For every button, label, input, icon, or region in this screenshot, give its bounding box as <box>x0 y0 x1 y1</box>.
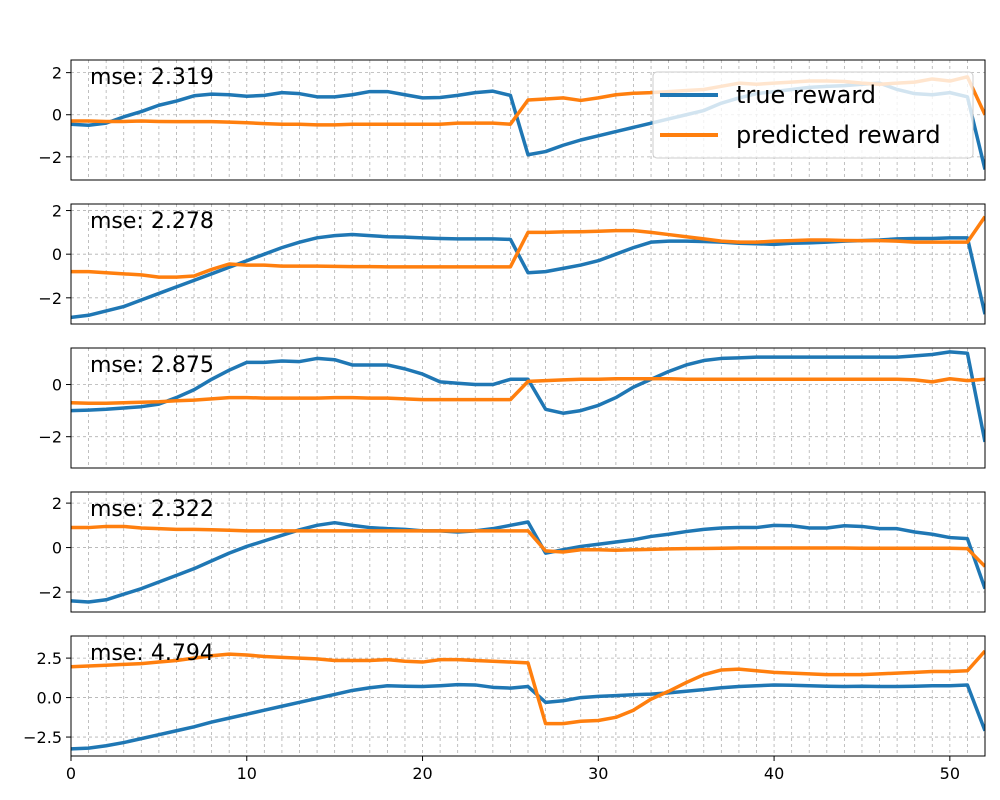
y-tick-label: 2 <box>52 202 62 221</box>
panel-3: −2 0 mse: 2.875 <box>38 347 986 469</box>
series-line-predicted-reward <box>71 524 985 568</box>
series-line-predicted-reward <box>71 377 985 406</box>
y-tick-label: 2 <box>52 64 62 83</box>
y-tick-label: −2 <box>38 289 62 308</box>
series-line-true-reward <box>71 350 985 443</box>
y-tick-label: 2.5 <box>37 649 62 668</box>
panel-5: −2.5 0.0 2.5 mse: 4.794 <box>23 635 986 757</box>
mse-annotation: mse: 4.794 <box>90 641 214 666</box>
y-tick-label: −2 <box>38 148 62 167</box>
x-tick-label: 50 <box>940 764 960 783</box>
mse-annotation: mse: 2.875 <box>90 353 214 378</box>
x-tick-label: 20 <box>412 764 432 783</box>
axes-frame <box>70 347 986 469</box>
x-tick-label: 30 <box>588 764 608 783</box>
y-tick-label: 0 <box>52 539 62 558</box>
y-tick-label: 0 <box>52 376 62 395</box>
y-tick-label: −2.5 <box>23 728 62 747</box>
mse-annotation: mse: 2.319 <box>90 65 214 90</box>
series-line-true-reward <box>71 520 985 604</box>
x-tick-label: 10 <box>237 764 257 783</box>
y-tick-label: 0 <box>52 245 62 264</box>
legend-label: predicted reward <box>736 121 941 149</box>
series-line-predicted-reward <box>71 649 985 726</box>
mse-annotation: mse: 2.322 <box>90 497 214 522</box>
x-tick-label: 40 <box>764 764 784 783</box>
axes-frame <box>70 203 986 325</box>
axes-frame <box>70 491 986 613</box>
panel-4: −2 0 2 mse: 2.322 <box>38 491 986 613</box>
y-tick-label: −2 <box>38 428 62 447</box>
series-line-true-reward <box>71 682 985 751</box>
x-tick-label: 0 <box>66 764 76 783</box>
panel-2: −2 0 2 mse: 2.278 <box>38 202 986 325</box>
y-tick-label: 0 <box>52 106 62 125</box>
legend-label: true reward <box>736 81 876 109</box>
mse-annotation: mse: 2.278 <box>90 209 214 234</box>
series-line-predicted-reward <box>71 215 985 279</box>
legend: true reward predicted reward <box>652 71 974 159</box>
axes-frame <box>70 59 986 181</box>
axes-frame <box>70 635 986 757</box>
y-tick-label: −2 <box>38 583 62 602</box>
legend-box <box>652 71 974 159</box>
y-tick-label: 0.0 <box>37 689 62 708</box>
y-tick-label: 2 <box>52 494 62 513</box>
